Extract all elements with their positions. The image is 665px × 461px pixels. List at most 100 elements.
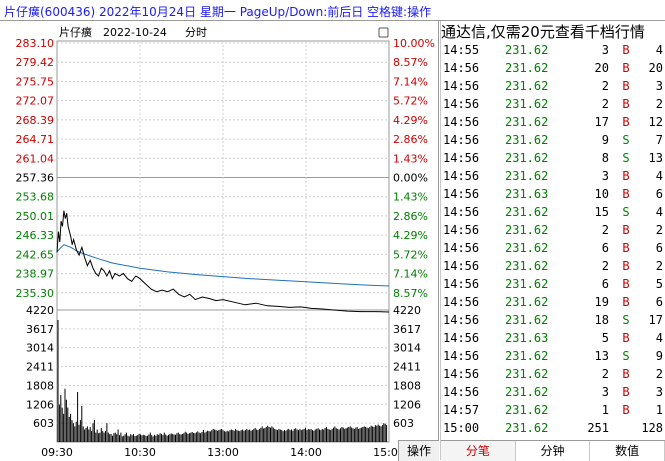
pct-tick-label: 7.14%	[393, 75, 428, 88]
tick-price: 231.62	[505, 259, 549, 273]
tick-side: S	[622, 133, 630, 147]
tick-price: 231.62	[505, 403, 549, 417]
tab-minute[interactable]: 分钟	[516, 441, 591, 461]
pct-tick-label: 4.29%	[393, 114, 428, 127]
tick-side: S	[622, 349, 630, 363]
tick-volume: 5	[601, 331, 609, 345]
tick-count: 3	[655, 385, 663, 399]
tick-volume: 20	[594, 61, 609, 75]
tick-volume: 251	[587, 421, 609, 435]
pct-tick-label: 8.57%	[393, 56, 428, 69]
tick-time: 14:56	[443, 385, 480, 399]
tick-row: 14:57 231.62 1 B 1	[441, 403, 665, 421]
tick-time: 14:56	[443, 277, 480, 291]
tick-time: 14:56	[443, 223, 480, 237]
tick-row: 14:56 231.62 20 B 20	[441, 61, 665, 79]
tick-count: 2	[655, 259, 663, 273]
tick-time: 14:56	[443, 331, 480, 345]
price-tick-label: 272.07	[16, 95, 55, 108]
tick-time: 14:56	[443, 295, 480, 309]
tick-time: 14:57	[443, 403, 480, 417]
operate-button[interactable]: 操作	[398, 440, 439, 461]
tick-row: 14:56 231.63 5 B 4	[441, 331, 665, 349]
price-tick-label: 235.30	[16, 287, 55, 300]
volume-tick-label-right: 3617	[393, 323, 421, 336]
tick-side: B	[622, 169, 630, 183]
volume-tick-label: 2411	[26, 361, 54, 374]
tick-time: 14:56	[443, 259, 480, 273]
tick-side: B	[622, 61, 630, 75]
tick-price: 231.62	[505, 385, 549, 399]
tick-time: 14:56	[443, 61, 480, 75]
tick-time: 14:56	[443, 115, 480, 129]
tick-time: 15:00	[443, 421, 480, 435]
tick-side: B	[622, 187, 630, 201]
volume-tick-label: 3014	[26, 342, 54, 355]
tick-row: 14:56 231.62 19 B 6	[441, 295, 665, 313]
volume-tick-label: 3617	[26, 323, 54, 336]
tab-ticks[interactable]: 分笔	[441, 441, 516, 461]
tick-side: S	[622, 205, 630, 219]
tick-count: 4	[655, 169, 663, 183]
tick-count: 6	[655, 295, 663, 309]
pct-tick-label: 7.14%	[393, 268, 428, 281]
window-title: 片仔癀(600436) 2022年10月24日 星期一 PageUp/Down:…	[4, 5, 432, 19]
tick-price: 231.62	[505, 79, 549, 93]
tick-count: 4	[655, 331, 663, 345]
tick-side: B	[622, 79, 630, 93]
price-tick-label: 261.04	[16, 152, 55, 165]
chart-header-label: 分时	[185, 26, 207, 39]
tick-price: 231.62	[505, 277, 549, 291]
volume-tick-label-right: 2411	[393, 361, 421, 374]
tick-count: 3	[655, 79, 663, 93]
tick-count: 12	[648, 115, 663, 129]
time-label: 14:00	[290, 446, 322, 459]
tick-row: 14:55 231.62 3 B 4	[441, 43, 665, 61]
price-tick-label: 238.97	[16, 268, 55, 281]
tick-volume: 8	[601, 151, 609, 165]
tick-count: 13	[648, 151, 663, 165]
tick-time: 14:56	[443, 79, 480, 93]
pct-tick-label: 8.57%	[393, 287, 428, 300]
tick-price: 231.62	[505, 169, 549, 183]
price-tick-label: 253.68	[16, 191, 55, 204]
title-bar: 片仔癀(600436) 2022年10月24日 星期一 PageUp/Down:…	[0, 0, 665, 21]
tick-price: 231.63	[505, 187, 549, 201]
tick-price: 231.62	[505, 43, 549, 57]
price-line	[56, 210, 390, 313]
tick-side: B	[622, 115, 630, 129]
price-tick-label: 246.33	[16, 229, 55, 242]
tick-count: 4	[655, 205, 663, 219]
price-tick-label: 268.39	[16, 114, 55, 127]
pct-tick-label: 0.00%	[393, 172, 428, 185]
volume-tick-label: 4220	[26, 304, 54, 317]
tick-price: 231.62	[505, 349, 549, 363]
avg-price-line	[56, 244, 390, 287]
tick-count: 6	[655, 241, 663, 255]
bottom-tabs: 分笔 分钟 数值	[441, 440, 665, 461]
tick-panel-title: 通达信,仅需20元查看千档行情	[441, 23, 645, 41]
tick-price: 231.62	[505, 133, 549, 147]
volume-tick-label-right: 1808	[393, 379, 421, 392]
tick-volume: 3	[601, 169, 609, 183]
chart-canvas[interactable]: 片仔癀 2022-10-24 分时 283.10 279.42 275.75 272.07 2…	[0, 21, 438, 460]
volume-tick-label-right: 3014	[393, 342, 421, 355]
tick-price: 231.62	[505, 223, 549, 237]
tick-row: 14:56 231.62 8 S 13	[441, 151, 665, 169]
volume-tick-label: 1206	[26, 398, 54, 411]
tick-price: 231.62	[505, 205, 549, 219]
tab-values[interactable]: 数值	[590, 441, 665, 461]
tick-time: 14:56	[443, 367, 480, 381]
tick-time: 14:56	[443, 349, 480, 363]
tick-count: 20	[648, 61, 663, 75]
tick-time: 14:55	[443, 43, 480, 57]
price-tick-label: 242.65	[16, 248, 55, 261]
tick-row: 14:56 231.62 15 S 4	[441, 205, 665, 223]
tick-volume: 1	[601, 403, 609, 417]
price-tick-label: 275.75	[16, 75, 55, 88]
intraday-chart[interactable]: 片仔癀 2022-10-24 分时 283.10 279.42 275.75 272.07 2…	[0, 21, 438, 460]
tick-volume: 2	[601, 79, 609, 93]
tick-volume: 6	[601, 277, 609, 291]
tick-price: 231.62	[505, 115, 549, 129]
tick-time: 14:56	[443, 313, 480, 327]
